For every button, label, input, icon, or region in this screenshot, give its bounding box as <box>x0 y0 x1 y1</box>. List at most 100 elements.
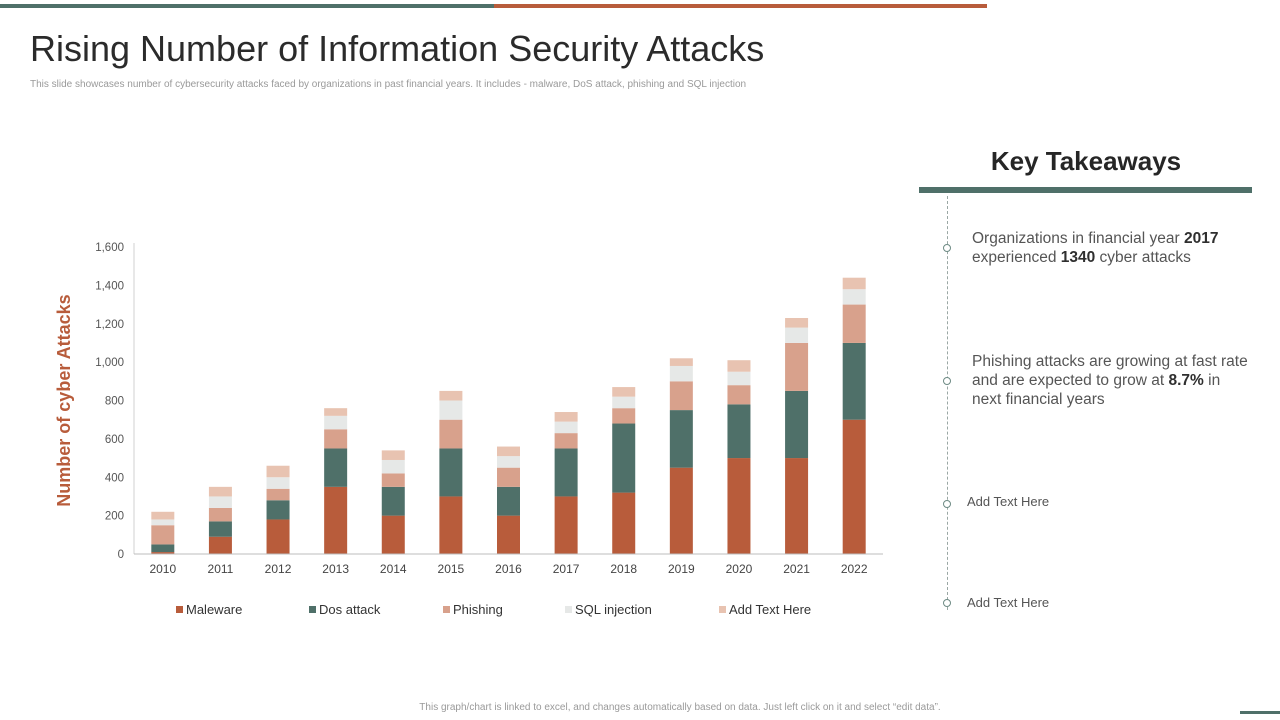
bar-segment-2012-maleware <box>266 519 290 554</box>
bar-segment-2019-dos-attack <box>669 410 693 468</box>
bar-segment-2019-sql-injection <box>669 365 693 382</box>
legend-swatch-phishing <box>443 606 450 613</box>
bar-segment-2014-dos-attack <box>381 486 405 516</box>
bar-segment-2016-maleware <box>497 515 520 554</box>
x-tick-label: 2010 <box>149 562 176 576</box>
x-tick-label: 2019 <box>668 562 695 576</box>
x-tick-label: 2012 <box>265 562 292 576</box>
takeaway-1-year: 2017 <box>1183 230 1219 247</box>
legend-label: Dos attack <box>319 602 381 617</box>
y-tick-label: 1,600 <box>95 242 124 254</box>
bar-segment-2015-dos-attack <box>439 448 463 497</box>
bar-segment-2015-phishing <box>439 419 463 449</box>
bar-segment-2020-maleware <box>727 458 751 554</box>
bar-segment-2013-sql-injection <box>324 415 348 430</box>
x-tick-label: 2016 <box>495 562 522 576</box>
bar-segment-2019-add-text-here <box>669 358 693 366</box>
bar-segment-2014-maleware <box>381 515 405 554</box>
bar-segment-2021-sql-injection <box>785 327 809 343</box>
bar-segment-2013-dos-attack <box>324 448 348 487</box>
top-accent-bar-right <box>494 4 987 8</box>
bar-segment-2021-add-text-here <box>785 317 809 328</box>
bar-segment-2014-sql-injection <box>381 459 405 474</box>
x-tick-label: 2013 <box>322 562 349 576</box>
key-takeaways-underline <box>919 187 1252 193</box>
takeaway-2-rate: 8.7% <box>1168 372 1204 389</box>
takeaway-1-pre: Organizations in financial year <box>972 230 1184 247</box>
y-tick-label: 200 <box>105 511 124 523</box>
y-tick-label: 600 <box>105 434 124 446</box>
bar-segment-2020-phishing <box>727 385 751 405</box>
takeaway-2: Phishing attacks are growing at fast rat… <box>972 352 1252 409</box>
takeaway-2-pre: Phishing attacks are growing at fast rat… <box>972 353 1248 389</box>
legend-label: SQL injection <box>575 602 652 617</box>
bar-segment-2019-phishing <box>669 381 693 411</box>
x-tick-label: 2014 <box>380 562 407 576</box>
bar-segment-2010-maleware <box>151 552 175 554</box>
slide-subtitle: This slide showcases number of cybersecu… <box>30 79 747 90</box>
takeaway-placeholder-1: Add Text Here <box>967 494 1050 509</box>
bar-segment-2018-phishing <box>612 408 636 424</box>
bar-segment-2020-add-text-here <box>727 360 751 372</box>
legend-swatch-sql-injection <box>565 606 572 613</box>
bar-segment-2011-phishing <box>208 507 232 522</box>
timeline-dot-4 <box>943 599 951 607</box>
x-tick-label: 2011 <box>208 562 234 576</box>
x-tick-label: 2022 <box>841 562 868 576</box>
bar-segment-2012-dos-attack <box>266 500 290 520</box>
bar-segment-2010-add-text-here <box>151 511 175 520</box>
legend-swatch-maleware <box>176 606 183 613</box>
y-tick-label: 1,000 <box>95 357 124 369</box>
bar-segment-2015-sql-injection <box>439 400 463 420</box>
bar-segment-2022-dos-attack <box>842 342 866 420</box>
x-tick-label: 2015 <box>438 562 465 576</box>
x-tick-label: 2017 <box>553 562 580 576</box>
corner-accent <box>1240 711 1280 714</box>
legend-label: Phishing <box>453 602 503 617</box>
bar-segment-2021-maleware <box>785 458 809 554</box>
y-axis-title: Number of cyber Attacks <box>54 294 74 506</box>
takeaway-1: Organizations in financial year 2017 exp… <box>972 229 1257 267</box>
bar-segment-2013-maleware <box>324 486 348 554</box>
bar-segment-2012-phishing <box>266 488 290 501</box>
y-tick-label: 0 <box>118 549 124 561</box>
x-tick-label: 2021 <box>783 562 810 576</box>
y-tick-label: 800 <box>105 396 124 408</box>
bar-segment-2011-dos-attack <box>208 521 232 537</box>
bar-segment-2020-sql-injection <box>727 371 751 386</box>
bar-segment-2010-sql-injection <box>151 519 175 526</box>
bar-segment-2013-add-text-here <box>324 408 348 416</box>
bar-segment-2011-maleware <box>208 536 232 554</box>
bar-segment-2018-sql-injection <box>612 396 636 409</box>
bar-segment-2022-add-text-here <box>842 277 866 290</box>
legend-label: Add Text Here <box>729 602 811 617</box>
timeline-dot-3 <box>943 500 951 508</box>
bar-segment-2011-add-text-here <box>208 486 232 497</box>
bar-segment-2012-add-text-here <box>266 465 290 478</box>
bar-segment-2021-dos-attack <box>785 390 809 459</box>
bar-segment-2019-maleware <box>669 467 693 554</box>
bar-segment-2017-sql-injection <box>554 421 578 434</box>
bar-segment-2016-add-text-here <box>497 446 520 457</box>
bar-segment-2016-sql-injection <box>497 456 520 468</box>
bar-segment-2010-dos-attack <box>151 544 175 553</box>
bar-segment-2018-maleware <box>612 492 636 554</box>
bar-segment-2011-sql-injection <box>208 496 232 508</box>
timeline-dot-2 <box>943 377 951 385</box>
takeaway-placeholder-2: Add Text Here <box>967 595 1050 610</box>
legend-label: Maleware <box>186 602 242 617</box>
bar-segment-2022-sql-injection <box>842 289 866 305</box>
bar-segment-2018-dos-attack <box>612 423 636 493</box>
legend-swatch-dos-attack <box>309 606 316 613</box>
bar-segment-2014-phishing <box>381 473 405 487</box>
bar-segment-2016-phishing <box>497 467 520 487</box>
bar-segment-2010-phishing <box>151 525 175 545</box>
legend-swatch-add-text-here <box>719 606 726 613</box>
bar-segment-2015-maleware <box>439 496 463 554</box>
x-tick-label: 2018 <box>610 562 637 576</box>
y-tick-label: 1,200 <box>95 319 124 331</box>
bar-segment-2012-sql-injection <box>266 477 290 489</box>
timeline-dot-1 <box>943 244 951 252</box>
bar-segment-2021-phishing <box>785 342 809 391</box>
bar-segment-2020-dos-attack <box>727 404 751 459</box>
